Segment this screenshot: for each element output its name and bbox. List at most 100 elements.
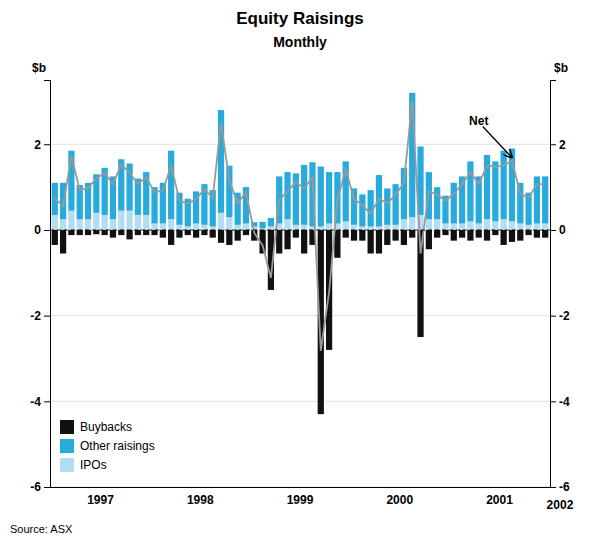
annotation-arrow	[483, 127, 512, 158]
bar	[426, 230, 432, 249]
bar	[517, 183, 523, 224]
tick: 2000	[386, 487, 413, 507]
bar	[185, 227, 191, 230]
bar	[534, 230, 540, 238]
bar	[534, 224, 540, 230]
bar	[451, 230, 457, 241]
bar	[384, 188, 390, 224]
y-axis: -6-4-202	[30, 81, 50, 495]
bar	[268, 218, 274, 227]
tick: -2	[550, 309, 570, 323]
legend-item: IPOs	[60, 458, 107, 472]
bar	[201, 230, 207, 235]
bar	[52, 230, 58, 245]
bar	[501, 230, 507, 245]
tick-mark	[44, 401, 50, 402]
bar	[85, 230, 91, 235]
bar	[492, 221, 498, 230]
title: Equity Raisings	[236, 9, 364, 28]
tick-label: -2	[559, 309, 570, 323]
bar	[143, 230, 149, 235]
bar	[368, 227, 374, 230]
bar	[392, 225, 398, 230]
legend-swatch	[60, 420, 74, 434]
bar	[509, 221, 515, 230]
bar	[77, 230, 83, 235]
bar	[118, 211, 124, 230]
tick-label: 2000	[386, 493, 413, 507]
bar	[509, 230, 515, 242]
bar	[343, 221, 349, 230]
bar	[135, 230, 141, 235]
legend-item: Buybacks	[60, 420, 132, 434]
bar	[235, 225, 241, 230]
bar	[359, 227, 365, 230]
bar	[68, 230, 74, 235]
annotation: Net	[469, 114, 488, 128]
bar	[492, 161, 498, 221]
y2-axis-title: $b	[554, 61, 568, 75]
bar-series	[52, 93, 549, 228]
bar	[301, 225, 307, 230]
bar	[434, 187, 440, 219]
bar	[268, 227, 274, 230]
bar	[442, 230, 448, 235]
bar-series	[52, 211, 549, 230]
bar	[392, 230, 398, 241]
bar	[351, 230, 357, 241]
grid	[50, 144, 550, 487]
bar	[168, 230, 174, 245]
tick: 1998	[187, 487, 214, 507]
bar-series	[52, 230, 549, 414]
legend-swatch	[60, 458, 74, 472]
bar	[77, 219, 83, 230]
bar	[176, 230, 182, 238]
bar	[467, 221, 473, 230]
bar	[226, 166, 232, 217]
tick: -6	[30, 480, 50, 494]
tick: 0	[34, 223, 50, 237]
tick-mark	[44, 230, 50, 231]
bar	[376, 227, 382, 230]
tick-mark	[44, 144, 50, 145]
bar	[168, 151, 174, 220]
bar	[235, 230, 241, 241]
bar	[501, 219, 507, 230]
bar	[301, 230, 307, 254]
bar	[376, 230, 382, 254]
bar	[351, 225, 357, 230]
bar	[525, 230, 531, 235]
bar	[160, 224, 166, 230]
bar	[451, 224, 457, 230]
bar	[226, 230, 232, 245]
bar	[326, 224, 332, 230]
bar	[476, 230, 482, 238]
tick: -4	[30, 395, 50, 409]
legend-label: Other raisings	[80, 439, 155, 453]
bar	[467, 161, 473, 221]
tick: -4	[550, 395, 570, 409]
bar	[193, 224, 199, 230]
tick: 0	[550, 223, 566, 237]
bar	[276, 230, 282, 254]
bar	[193, 230, 199, 238]
source: Source: ASX	[10, 523, 73, 535]
bar	[426, 219, 432, 230]
bar	[368, 230, 374, 254]
tick-mark	[550, 230, 556, 231]
bar	[484, 219, 490, 230]
bar	[60, 230, 66, 254]
tick-mark	[550, 316, 556, 317]
tick-label: 1999	[287, 493, 314, 507]
bar	[459, 224, 465, 230]
bar	[492, 230, 498, 235]
bar	[409, 230, 415, 238]
bar	[259, 222, 265, 228]
tick-label: -4	[30, 395, 41, 409]
bar	[218, 230, 224, 243]
bar	[484, 155, 490, 219]
bar	[102, 230, 108, 235]
bar	[384, 230, 390, 245]
bar	[434, 219, 440, 230]
bar	[484, 230, 490, 241]
